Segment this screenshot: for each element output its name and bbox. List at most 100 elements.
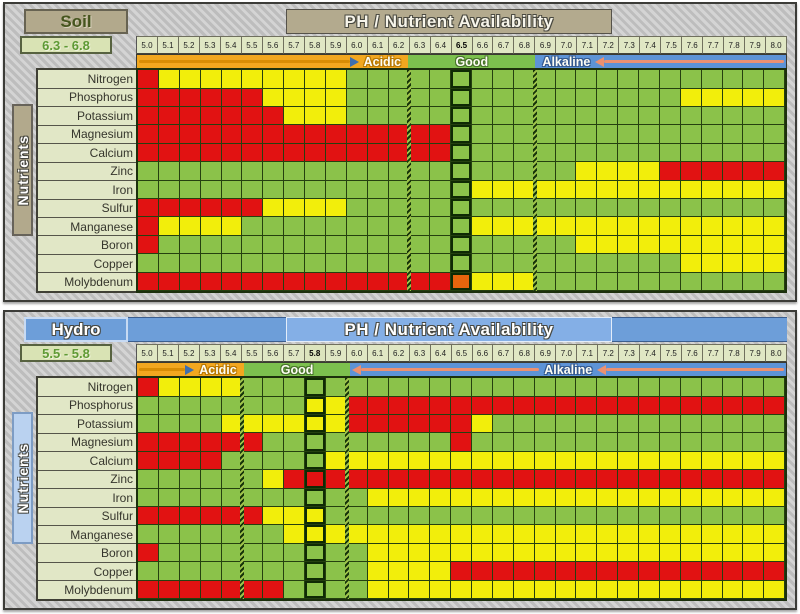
grid-cell <box>451 396 472 415</box>
grid-cell <box>158 525 180 544</box>
grid-cell <box>451 235 472 255</box>
grid-cell <box>200 543 222 563</box>
grid-row-sulfur <box>138 198 786 218</box>
ph-tick-8.0: 8.0 <box>766 36 788 55</box>
grid-cell <box>367 88 389 107</box>
grid-cell <box>743 506 765 526</box>
grid-cell <box>430 272 452 291</box>
grid-row-copper <box>138 254 786 273</box>
grid-cell <box>764 198 786 218</box>
grid-cell <box>513 70 535 89</box>
grid-cell <box>534 414 556 434</box>
grid-cell <box>346 272 368 291</box>
grid-row-molybdenum <box>138 580 786 599</box>
grid-cell <box>618 506 639 526</box>
grid-cell <box>158 198 180 218</box>
grid-cell <box>284 88 305 107</box>
grid-cell <box>764 470 786 489</box>
grid-cell <box>659 488 681 507</box>
zone-good: Good <box>243 363 351 377</box>
grid-cell <box>555 506 577 526</box>
grid-cell <box>743 217 765 236</box>
ph-tick-7.5: 7.5 <box>661 36 683 55</box>
hatch-spacer <box>10 317 24 342</box>
grid-cell <box>639 580 660 599</box>
grid-cell <box>409 470 431 489</box>
grid-cell <box>722 235 744 255</box>
grid-cell <box>346 217 368 236</box>
grid-cell <box>305 162 326 181</box>
grid-cell <box>764 143 786 163</box>
grid-cell <box>472 272 493 291</box>
grid-cell <box>263 143 285 163</box>
ph-tick-5.3: 5.3 <box>199 36 221 55</box>
grid-cell <box>263 272 285 291</box>
grid-cell <box>346 525 368 544</box>
grid-cell <box>576 198 598 218</box>
grid-cell <box>722 198 744 218</box>
grid-cell <box>242 272 264 291</box>
grid-cell <box>388 378 410 397</box>
grid-cell <box>409 70 431 89</box>
grid-cell <box>284 70 305 89</box>
grid-cell <box>409 235 431 255</box>
zone-acidic: Acidic <box>137 363 244 377</box>
ph-tick-6.1: 6.1 <box>367 344 389 363</box>
row-label-zinc: Zinc <box>38 162 136 182</box>
ph-tick-7.7: 7.7 <box>703 36 725 55</box>
grid-cell <box>513 543 535 563</box>
grid-cell <box>346 162 368 181</box>
grid-cell <box>200 70 222 89</box>
grid-cell <box>451 217 472 236</box>
grid-cell <box>346 70 368 89</box>
grid-cell <box>367 272 389 291</box>
zone-label-acidic: Acidic <box>363 55 402 69</box>
grid-cell <box>597 378 619 397</box>
grid-cell <box>200 433 222 452</box>
grid-cell <box>680 396 702 415</box>
grid-cell <box>555 125 577 144</box>
grid-cell <box>764 106 786 126</box>
ph-tick-5.6: 5.6 <box>262 36 284 55</box>
grid-cell <box>200 525 222 544</box>
grid-cell <box>513 433 535 452</box>
grid-cell <box>513 470 535 489</box>
soil-nutrients-label: Nutrients <box>14 134 31 206</box>
grid-cell <box>680 254 702 273</box>
ph-tick-7.6: 7.6 <box>682 36 704 55</box>
grid-cell <box>138 70 159 89</box>
grid-cell <box>597 562 619 581</box>
grid-cell <box>722 180 744 199</box>
grid-cell <box>158 506 180 526</box>
grid-cell <box>451 506 472 526</box>
hydro-zone-row: Acidic Good Alkaline <box>10 362 787 377</box>
grid-cell <box>138 162 159 181</box>
grid-cell <box>764 488 786 507</box>
soil-grid-area: Nutrients Nitrogen Phosphorus Potassium Mag… <box>10 68 787 293</box>
grid-cell <box>325 562 347 581</box>
hatch-spacer <box>612 9 787 34</box>
grid-cell <box>242 562 264 581</box>
row-label-iron: Iron <box>38 489 136 508</box>
grid-cell <box>221 198 243 218</box>
grid-cell <box>221 235 243 255</box>
grid-cell <box>513 180 535 199</box>
ph-tick-6.6: 6.6 <box>472 344 494 363</box>
grid-cell <box>472 562 493 581</box>
grid-cell <box>659 470 681 489</box>
grid-cell <box>346 198 368 218</box>
hydro-ph-scale: 5.0 5.1 5.2 5.3 5.4 5.5 5.6 5.7 5.8 5.9 6.0 6.1 6.2 6… <box>136 344 788 363</box>
grid-cell <box>534 543 556 563</box>
ph-tick-5.0: 5.0 <box>137 344 158 363</box>
grid-cell <box>138 451 159 471</box>
grid-cell <box>764 562 786 581</box>
soil-scale-row: 6.3 - 6.8 5.0 5.1 5.2 5.3 5.4 5.5 5.6 5.7 5.8 5.9… <box>10 36 788 55</box>
grid-cell <box>576 525 598 544</box>
grid-cell <box>242 396 264 415</box>
grid-cell <box>618 235 639 255</box>
grid-cell <box>451 198 472 218</box>
grid-cell <box>242 414 264 434</box>
grid-cell <box>472 470 493 489</box>
grid-cell <box>701 272 723 291</box>
grid-cell <box>597 180 619 199</box>
